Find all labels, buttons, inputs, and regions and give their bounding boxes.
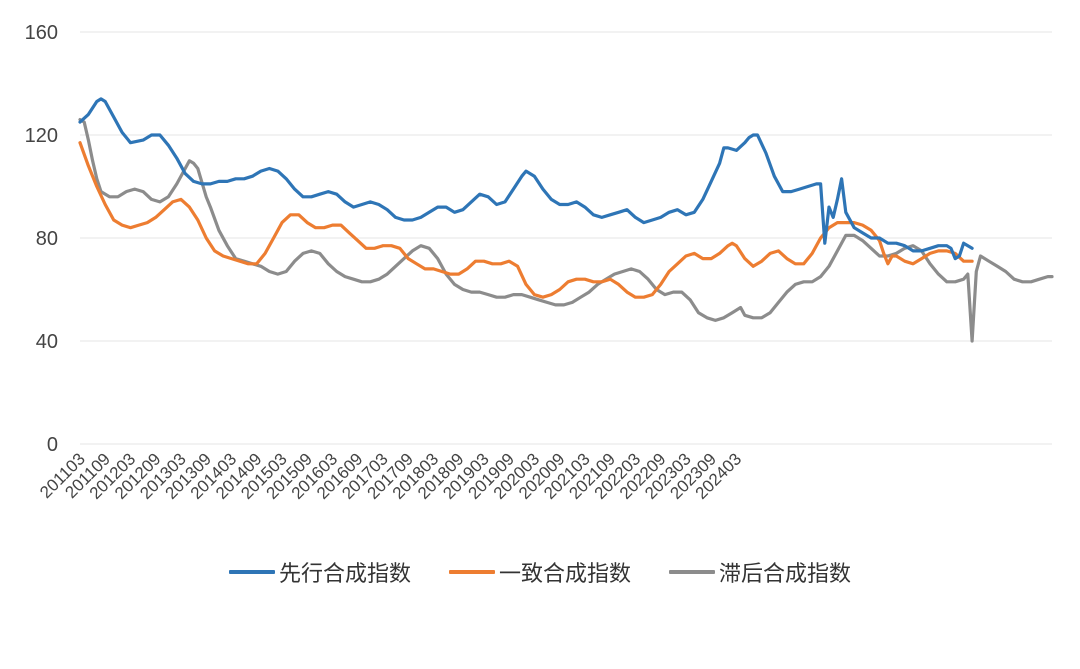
legend-item-lagging[interactable]: 滞后合成指数	[669, 556, 851, 588]
line-chart: 0 40 80 120 160 2011032011092012032012092013…	[25, 22, 1054, 503]
y-tick-label: 80	[36, 228, 58, 250]
gridlines	[80, 31, 1052, 445]
legend-label-coincident: 一致合成指数	[498, 562, 631, 587]
legend-label-leading: 先行合成指数	[278, 562, 411, 587]
series-line-coincident	[78, 141, 974, 299]
legend-swatch-leading	[228, 570, 275, 574]
x-axis: 2011032011092012032012092013032013092014…	[36, 449, 745, 503]
legend: 先行合成指数 一致合成指数 滞后合成指数	[0, 556, 1080, 588]
series-line-lagging	[78, 118, 1054, 343]
legend-item-coincident[interactable]: 一致合成指数	[448, 556, 631, 588]
series-line-leading	[78, 97, 974, 261]
y-axis: 0 40 80 120 160	[25, 22, 58, 456]
legend-label-lagging: 滞后合成指数	[719, 562, 852, 587]
legend-swatch-lagging	[669, 570, 715, 574]
y-tick-label: 40	[36, 331, 58, 353]
y-tick-label: 160	[25, 22, 58, 44]
series-lines	[78, 97, 1054, 343]
legend-swatch-coincident	[448, 570, 495, 574]
y-tick-label: 120	[25, 125, 58, 147]
legend-item-leading[interactable]: 先行合成指数	[228, 556, 411, 588]
y-tick-label: 0	[47, 434, 58, 456]
